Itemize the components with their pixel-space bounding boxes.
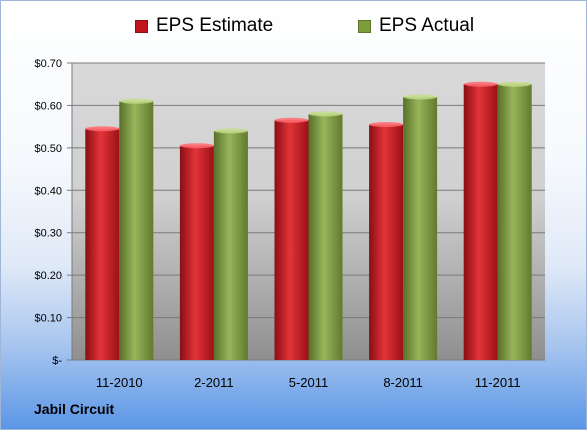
bar-top-actual xyxy=(308,111,343,117)
bar-actual xyxy=(497,84,532,360)
legend-swatch-actual xyxy=(358,19,371,33)
bar-top-estimate xyxy=(179,143,214,149)
bar-estimate xyxy=(179,145,214,360)
legend-item-actual: EPS Actual xyxy=(358,15,474,37)
bar-top-actual xyxy=(497,81,532,87)
y-tick-label: $0.10 xyxy=(34,313,62,325)
x-tick-label: 11-2010 xyxy=(96,375,143,390)
bars xyxy=(85,81,532,361)
x-tick-label: 2-2011 xyxy=(194,375,234,390)
legend-swatch-estimate xyxy=(135,19,148,33)
bar-estimate xyxy=(463,84,498,360)
y-tick-label: $0.70 xyxy=(34,58,62,70)
y-tick-label: $- xyxy=(52,355,62,367)
bar-top-estimate xyxy=(274,117,309,123)
x-axis-ticks: 11-2010 2-2011 5-2011 8-2011 11-2011 xyxy=(96,375,521,390)
x-tick-label: 8-2011 xyxy=(383,375,423,390)
bar-actual xyxy=(119,101,154,360)
company-name: Jabil Circuit xyxy=(34,401,115,417)
bar-top-actual xyxy=(403,94,438,100)
x-tick-label: 11-2011 xyxy=(475,375,521,390)
x-tick-label: 5-2011 xyxy=(289,375,329,390)
bar-estimate xyxy=(274,120,309,361)
y-tick-label: $0.30 xyxy=(34,228,62,240)
y-axis-ticks: $- $0.10 $0.20 $0.30 $0.40 $0.50 $0.60 $0.70 xyxy=(34,58,62,367)
bar-actual xyxy=(213,130,248,360)
bar-top-actual xyxy=(213,128,248,134)
y-tick-label: $0.40 xyxy=(34,185,62,197)
legend-label-estimate: EPS Estimate xyxy=(156,15,274,36)
bar-top-estimate xyxy=(85,126,120,132)
bar-estimate xyxy=(85,128,120,360)
bar-top-estimate xyxy=(463,81,498,87)
legend: EPS Estimate EPS Actual xyxy=(1,15,586,41)
bar-top-estimate xyxy=(369,122,404,128)
y-tick-label: $0.60 xyxy=(34,100,62,112)
y-tick-label: $0.20 xyxy=(34,270,62,282)
legend-label-actual: EPS Actual xyxy=(379,15,475,36)
legend-item-estimate: EPS Estimate xyxy=(135,15,273,37)
y-tick-label: $0.50 xyxy=(34,143,62,155)
bar-estimate xyxy=(369,124,404,361)
bar-actual xyxy=(308,113,343,361)
bar-actual xyxy=(403,96,438,360)
bar-top-actual xyxy=(119,98,154,104)
